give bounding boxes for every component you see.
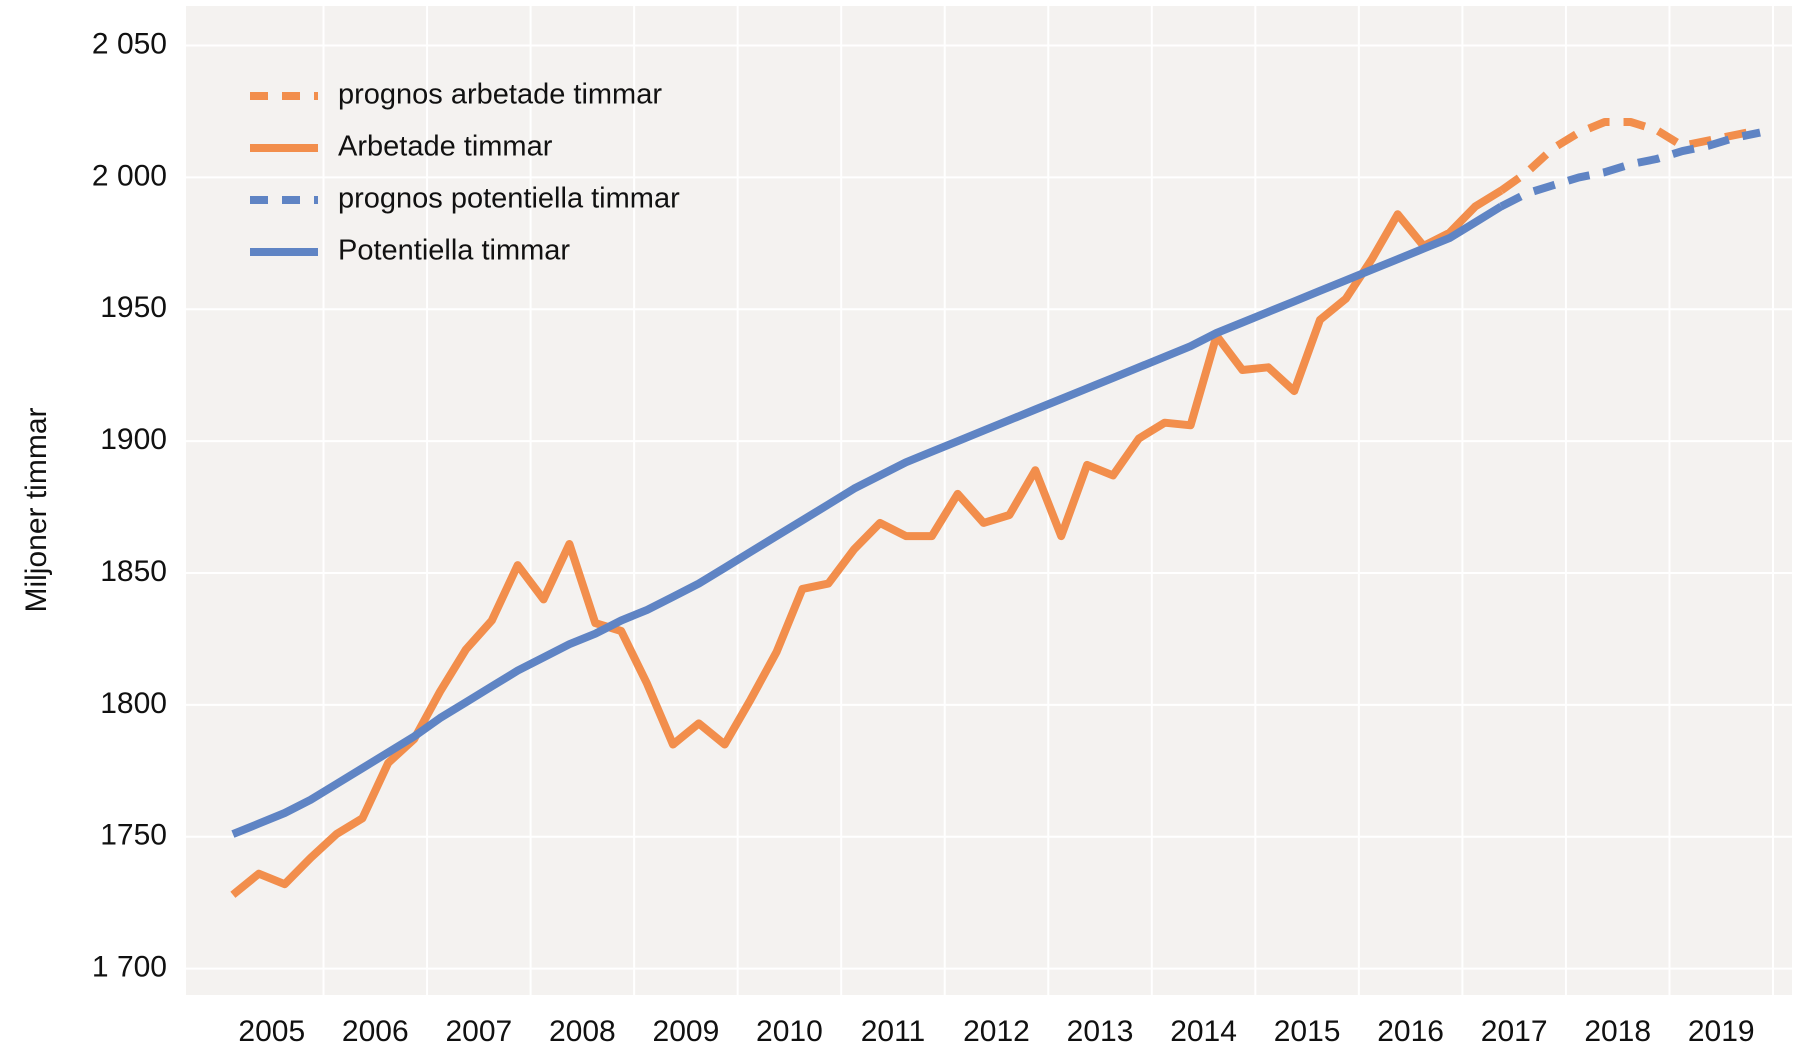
x-tick-label: 2017 <box>1481 1015 1548 1048</box>
x-tick-label: 2010 <box>756 1015 823 1048</box>
series-line <box>231 202 1504 838</box>
legend-label: prognos arbetade timmar <box>338 79 662 111</box>
plot-area <box>185 6 1792 995</box>
legend-label: Potentiella timmar <box>338 235 570 267</box>
y-tick-label: 1950 <box>100 291 167 324</box>
x-tick-label: 2016 <box>1377 1015 1444 1048</box>
y-tick-label: 2 050 <box>92 27 167 60</box>
legend-label: Arbetade timmar <box>338 131 553 163</box>
x-tick-label: 2011 <box>861 1015 926 1048</box>
series-line <box>1498 118 1761 194</box>
x-tick-label: 2015 <box>1274 1015 1341 1048</box>
x-tick-label: 2012 <box>963 1015 1030 1048</box>
y-tick-label: 1750 <box>100 819 167 852</box>
y-tick-label: 1900 <box>100 423 167 456</box>
series-line <box>1499 128 1761 210</box>
x-tick-label: 2006 <box>342 1015 409 1048</box>
x-tick-label: 2013 <box>1067 1015 1134 1048</box>
y-axis-title: Miljoner timmar <box>20 407 53 612</box>
x-tick-label: 2009 <box>653 1015 720 1048</box>
x-tick-label: 2007 <box>445 1015 512 1048</box>
x-tick-label: 2008 <box>549 1015 616 1048</box>
y-tick-label: 1 700 <box>92 951 167 984</box>
y-tick-label: 1850 <box>100 555 167 588</box>
x-tick-label: 2005 <box>238 1015 305 1048</box>
y-tick-label: 1800 <box>100 687 167 720</box>
x-tick-label: 2014 <box>1170 1015 1237 1048</box>
legend-label: prognos potentiella timmar <box>338 183 680 215</box>
y-tick-label: 2 000 <box>92 159 167 192</box>
series-line <box>230 187 1504 898</box>
x-tick-label: 2018 <box>1584 1015 1651 1048</box>
x-tick-label: 2019 <box>1688 1015 1755 1048</box>
